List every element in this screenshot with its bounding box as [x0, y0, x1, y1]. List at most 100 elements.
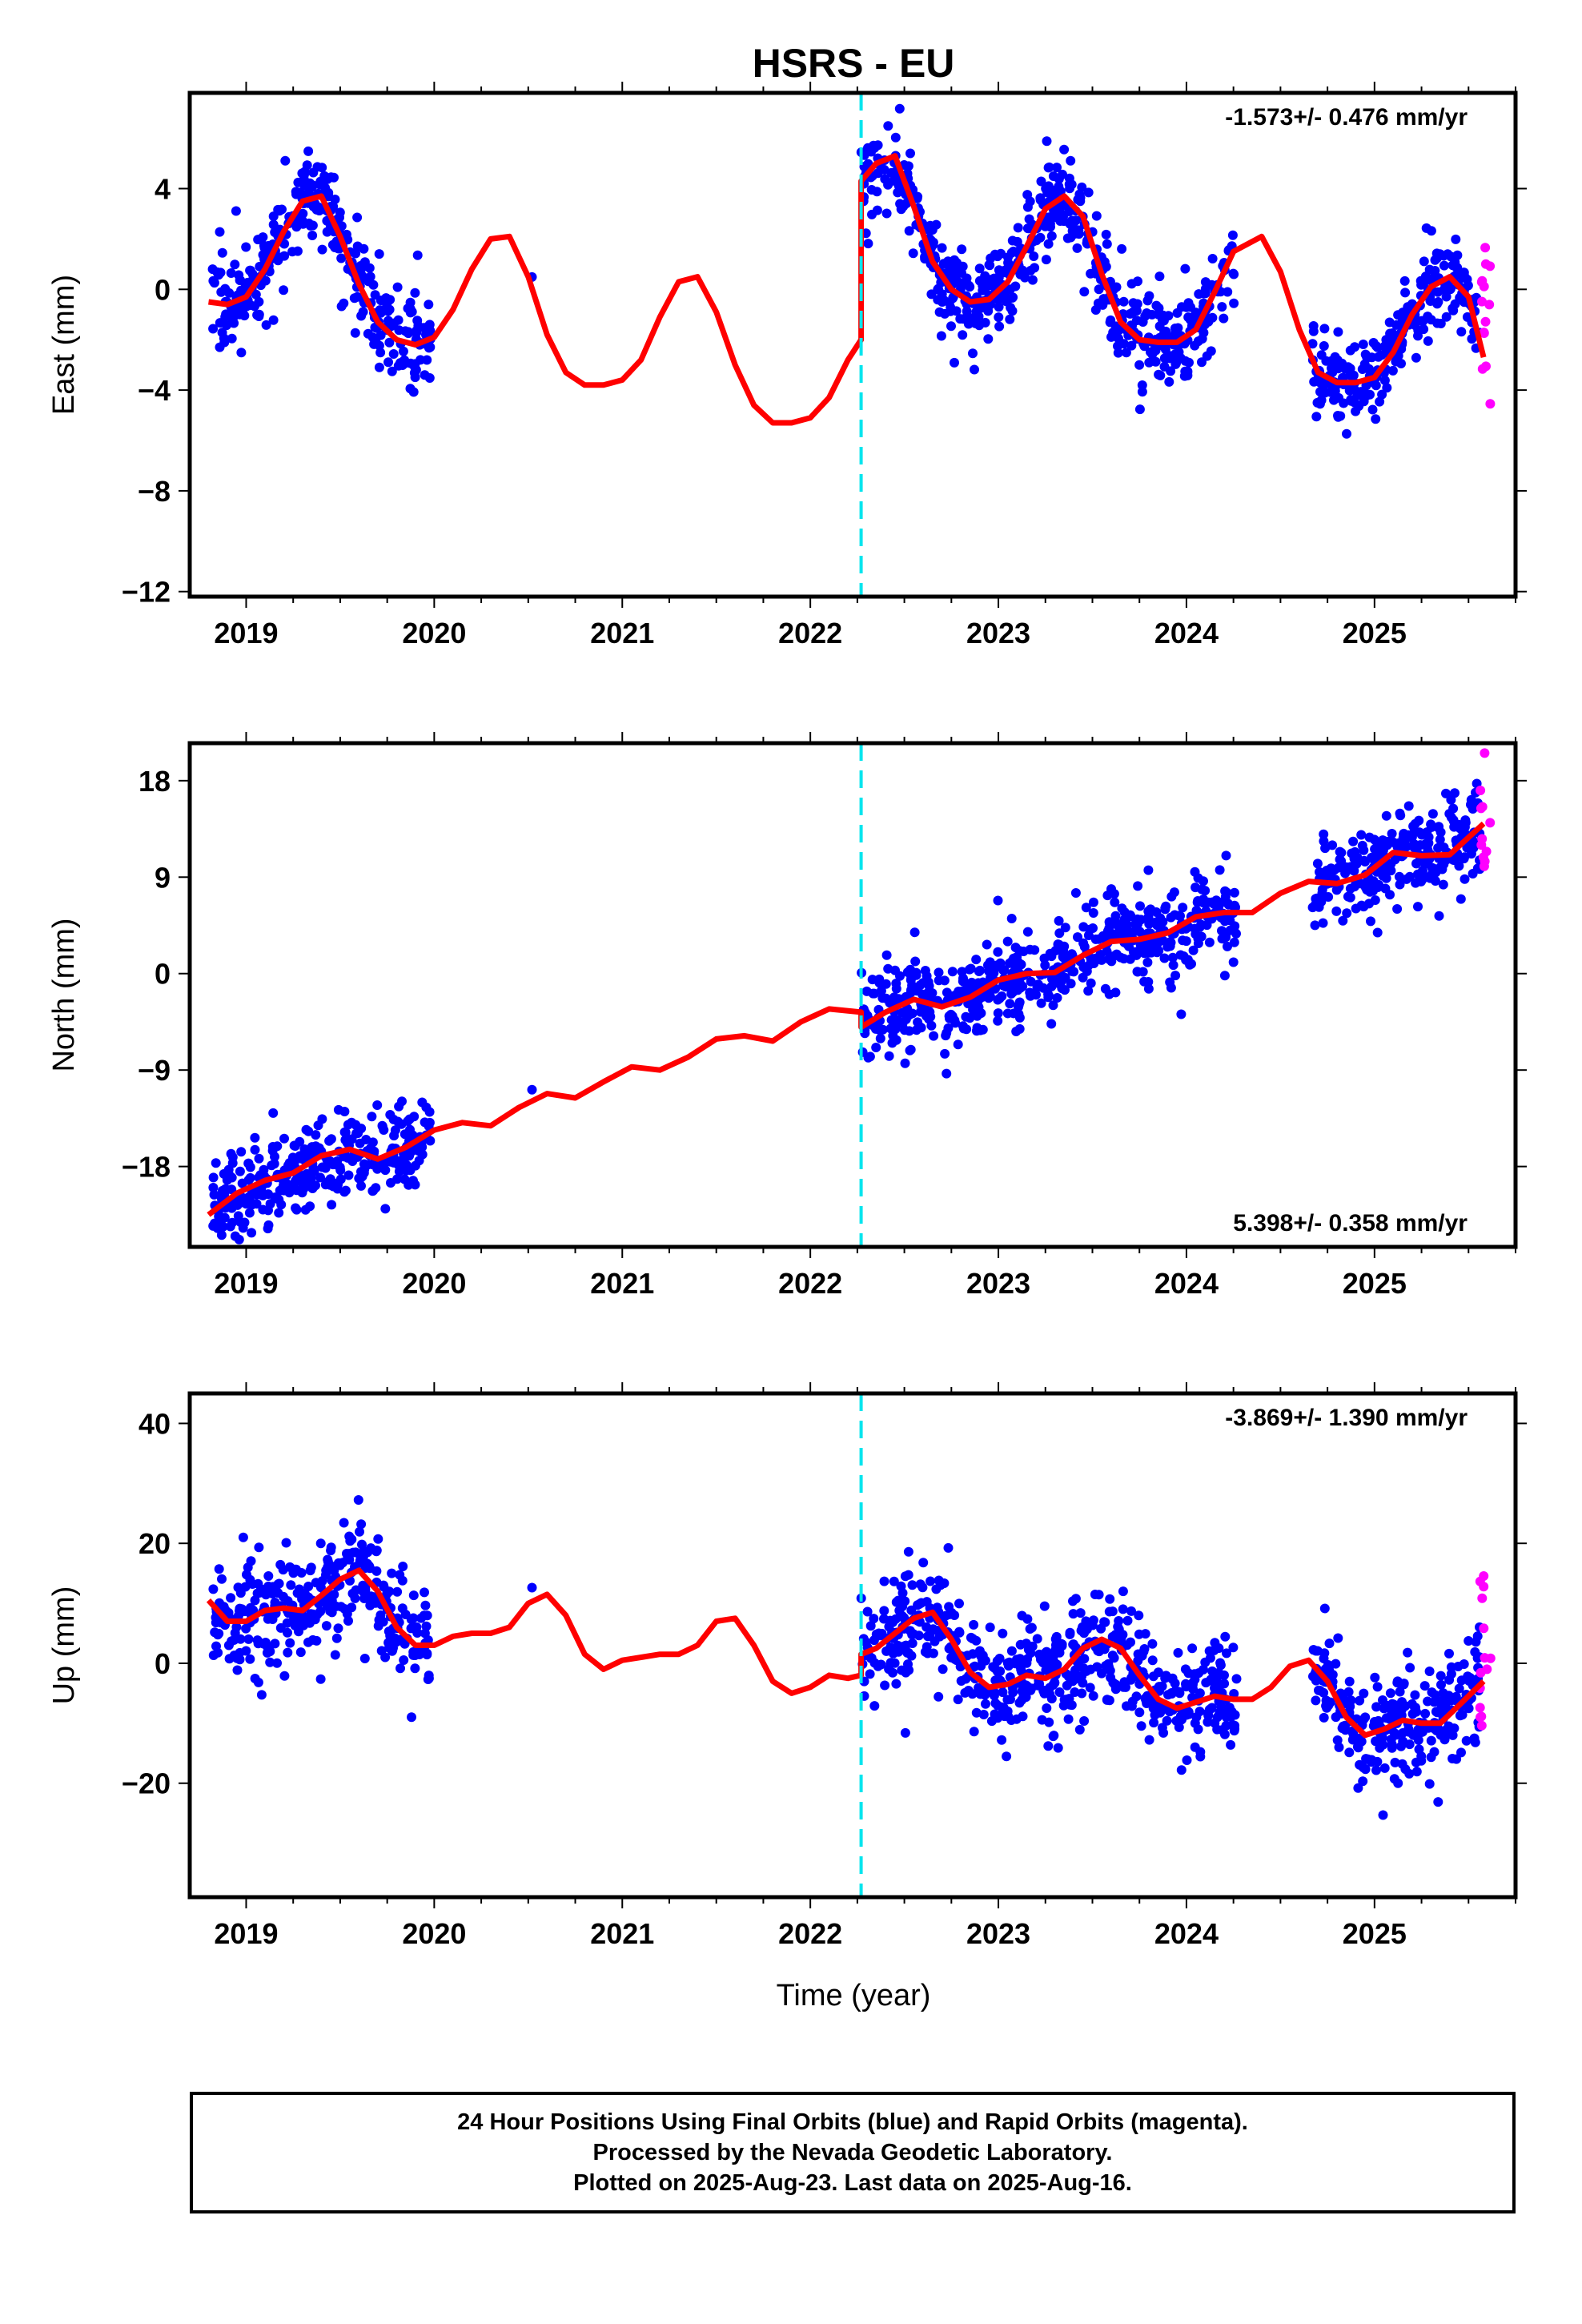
final-orbit-point	[1362, 876, 1372, 887]
final-orbit-point	[1006, 1646, 1017, 1656]
final-orbit-point	[247, 1579, 258, 1589]
final-orbit-point	[408, 1613, 419, 1623]
final-orbit-point	[1370, 895, 1380, 905]
data-area	[207, 93, 1496, 597]
final-orbit-point	[1398, 308, 1408, 318]
y-axis-label: East (mm)	[47, 275, 81, 415]
final-orbit-point	[220, 312, 231, 322]
final-orbit-point	[938, 1664, 948, 1675]
final-orbit-point	[942, 1068, 952, 1079]
final-orbit-point	[897, 1601, 908, 1611]
final-orbit-point	[273, 204, 283, 215]
final-orbit-point	[320, 183, 331, 193]
final-orbit-point	[1352, 1742, 1363, 1752]
final-orbit-point	[1229, 937, 1239, 947]
final-orbit-point	[343, 1120, 353, 1130]
final-orbit-point	[304, 1610, 315, 1621]
final-orbit-point	[208, 1584, 219, 1594]
final-orbit-point	[379, 1582, 389, 1592]
final-orbit-point	[958, 976, 968, 987]
final-orbit-point	[1048, 1731, 1058, 1742]
final-orbit-point	[1086, 954, 1096, 964]
final-orbit-point	[272, 1658, 282, 1668]
final-orbit-point	[1351, 406, 1361, 416]
final-orbit-point	[1104, 1606, 1114, 1617]
final-orbit-point	[417, 1149, 428, 1160]
final-orbit-point	[1195, 1707, 1205, 1717]
final-orbit-point	[1395, 879, 1405, 890]
x-tick-label: 2024	[1154, 1917, 1219, 1950]
y-tick-label: −8	[138, 475, 171, 508]
final-orbit-point	[351, 1585, 361, 1595]
final-orbit-point	[1311, 899, 1321, 910]
final-orbit-point	[1126, 1606, 1136, 1616]
final-orbit-point	[375, 296, 386, 306]
final-orbit-point	[1036, 998, 1046, 1008]
final-orbit-point	[254, 1153, 264, 1164]
final-orbit-point	[1104, 1662, 1114, 1672]
final-orbit-point	[259, 240, 269, 251]
final-orbit-point	[211, 1641, 221, 1651]
final-orbit-point	[270, 1638, 280, 1649]
final-orbit-point	[1331, 906, 1342, 916]
final-orbit-point	[420, 1628, 430, 1638]
final-orbit-point	[1416, 876, 1426, 887]
final-orbit-point	[1220, 891, 1231, 902]
final-orbit-point	[1438, 879, 1448, 890]
final-orbit-point	[910, 956, 921, 967]
x-tick-label: 2019	[214, 1267, 278, 1300]
final-orbit-point	[943, 1023, 954, 1033]
final-orbit-point	[1431, 1726, 1442, 1735]
final-orbit-point	[1371, 1702, 1382, 1712]
final-orbit-point	[278, 1591, 288, 1602]
final-orbit-point	[1204, 1646, 1215, 1656]
final-orbit-point	[1441, 292, 1452, 302]
final-orbit-point	[1318, 918, 1328, 928]
y-tick-label: 9	[155, 861, 171, 894]
final-orbit-point	[311, 1130, 321, 1140]
final-orbit-point	[371, 1566, 382, 1576]
final-orbit-point	[1343, 1687, 1354, 1697]
final-orbit-point	[1097, 955, 1106, 965]
final-orbit-point	[279, 239, 290, 249]
final-orbit-point	[1167, 952, 1178, 963]
final-orbit-point	[296, 1153, 307, 1164]
final-orbit-point	[1073, 195, 1083, 205]
final-orbit-point	[215, 227, 225, 237]
final-orbit-point	[305, 1566, 315, 1576]
final-orbit-point	[1066, 232, 1076, 243]
final-orbit-point	[319, 171, 330, 181]
final-orbit-point	[263, 1571, 274, 1581]
final-orbit-point	[1009, 1008, 1019, 1019]
final-orbit-point	[245, 1602, 255, 1613]
final-orbit-point	[1054, 979, 1064, 988]
final-orbit-point	[1310, 920, 1320, 931]
final-orbit-point	[1078, 972, 1088, 983]
final-orbit-point	[879, 1614, 889, 1624]
final-orbit-point	[1177, 302, 1186, 312]
final-orbit-point	[1430, 266, 1440, 275]
final-orbit-point	[1169, 887, 1179, 898]
x-tick-label: 2019	[214, 617, 278, 649]
final-orbit-point	[879, 1606, 889, 1616]
final-orbit-point	[315, 1538, 326, 1549]
final-orbit-point	[962, 278, 972, 288]
final-orbit-point	[978, 1655, 987, 1665]
final-orbit-point	[1112, 920, 1122, 931]
final-orbit-point	[1231, 1674, 1242, 1684]
final-orbit-point	[1142, 1699, 1152, 1708]
x-tick-label: 2020	[402, 1917, 466, 1950]
final-orbit-point	[235, 1588, 246, 1598]
final-orbit-point	[252, 310, 263, 320]
final-orbit-point	[1150, 344, 1160, 355]
final-orbit-point	[900, 1727, 910, 1738]
final-orbit-point	[412, 250, 423, 260]
final-orbit-point	[1142, 296, 1153, 306]
final-orbit-point	[227, 316, 238, 327]
final-orbit-point	[1045, 948, 1055, 959]
final-orbit-point	[1456, 1675, 1467, 1686]
final-orbit-point	[1207, 254, 1218, 263]
final-orbit-point	[971, 1026, 982, 1036]
final-orbit-point	[902, 1647, 913, 1658]
final-orbit-point	[268, 1108, 279, 1118]
